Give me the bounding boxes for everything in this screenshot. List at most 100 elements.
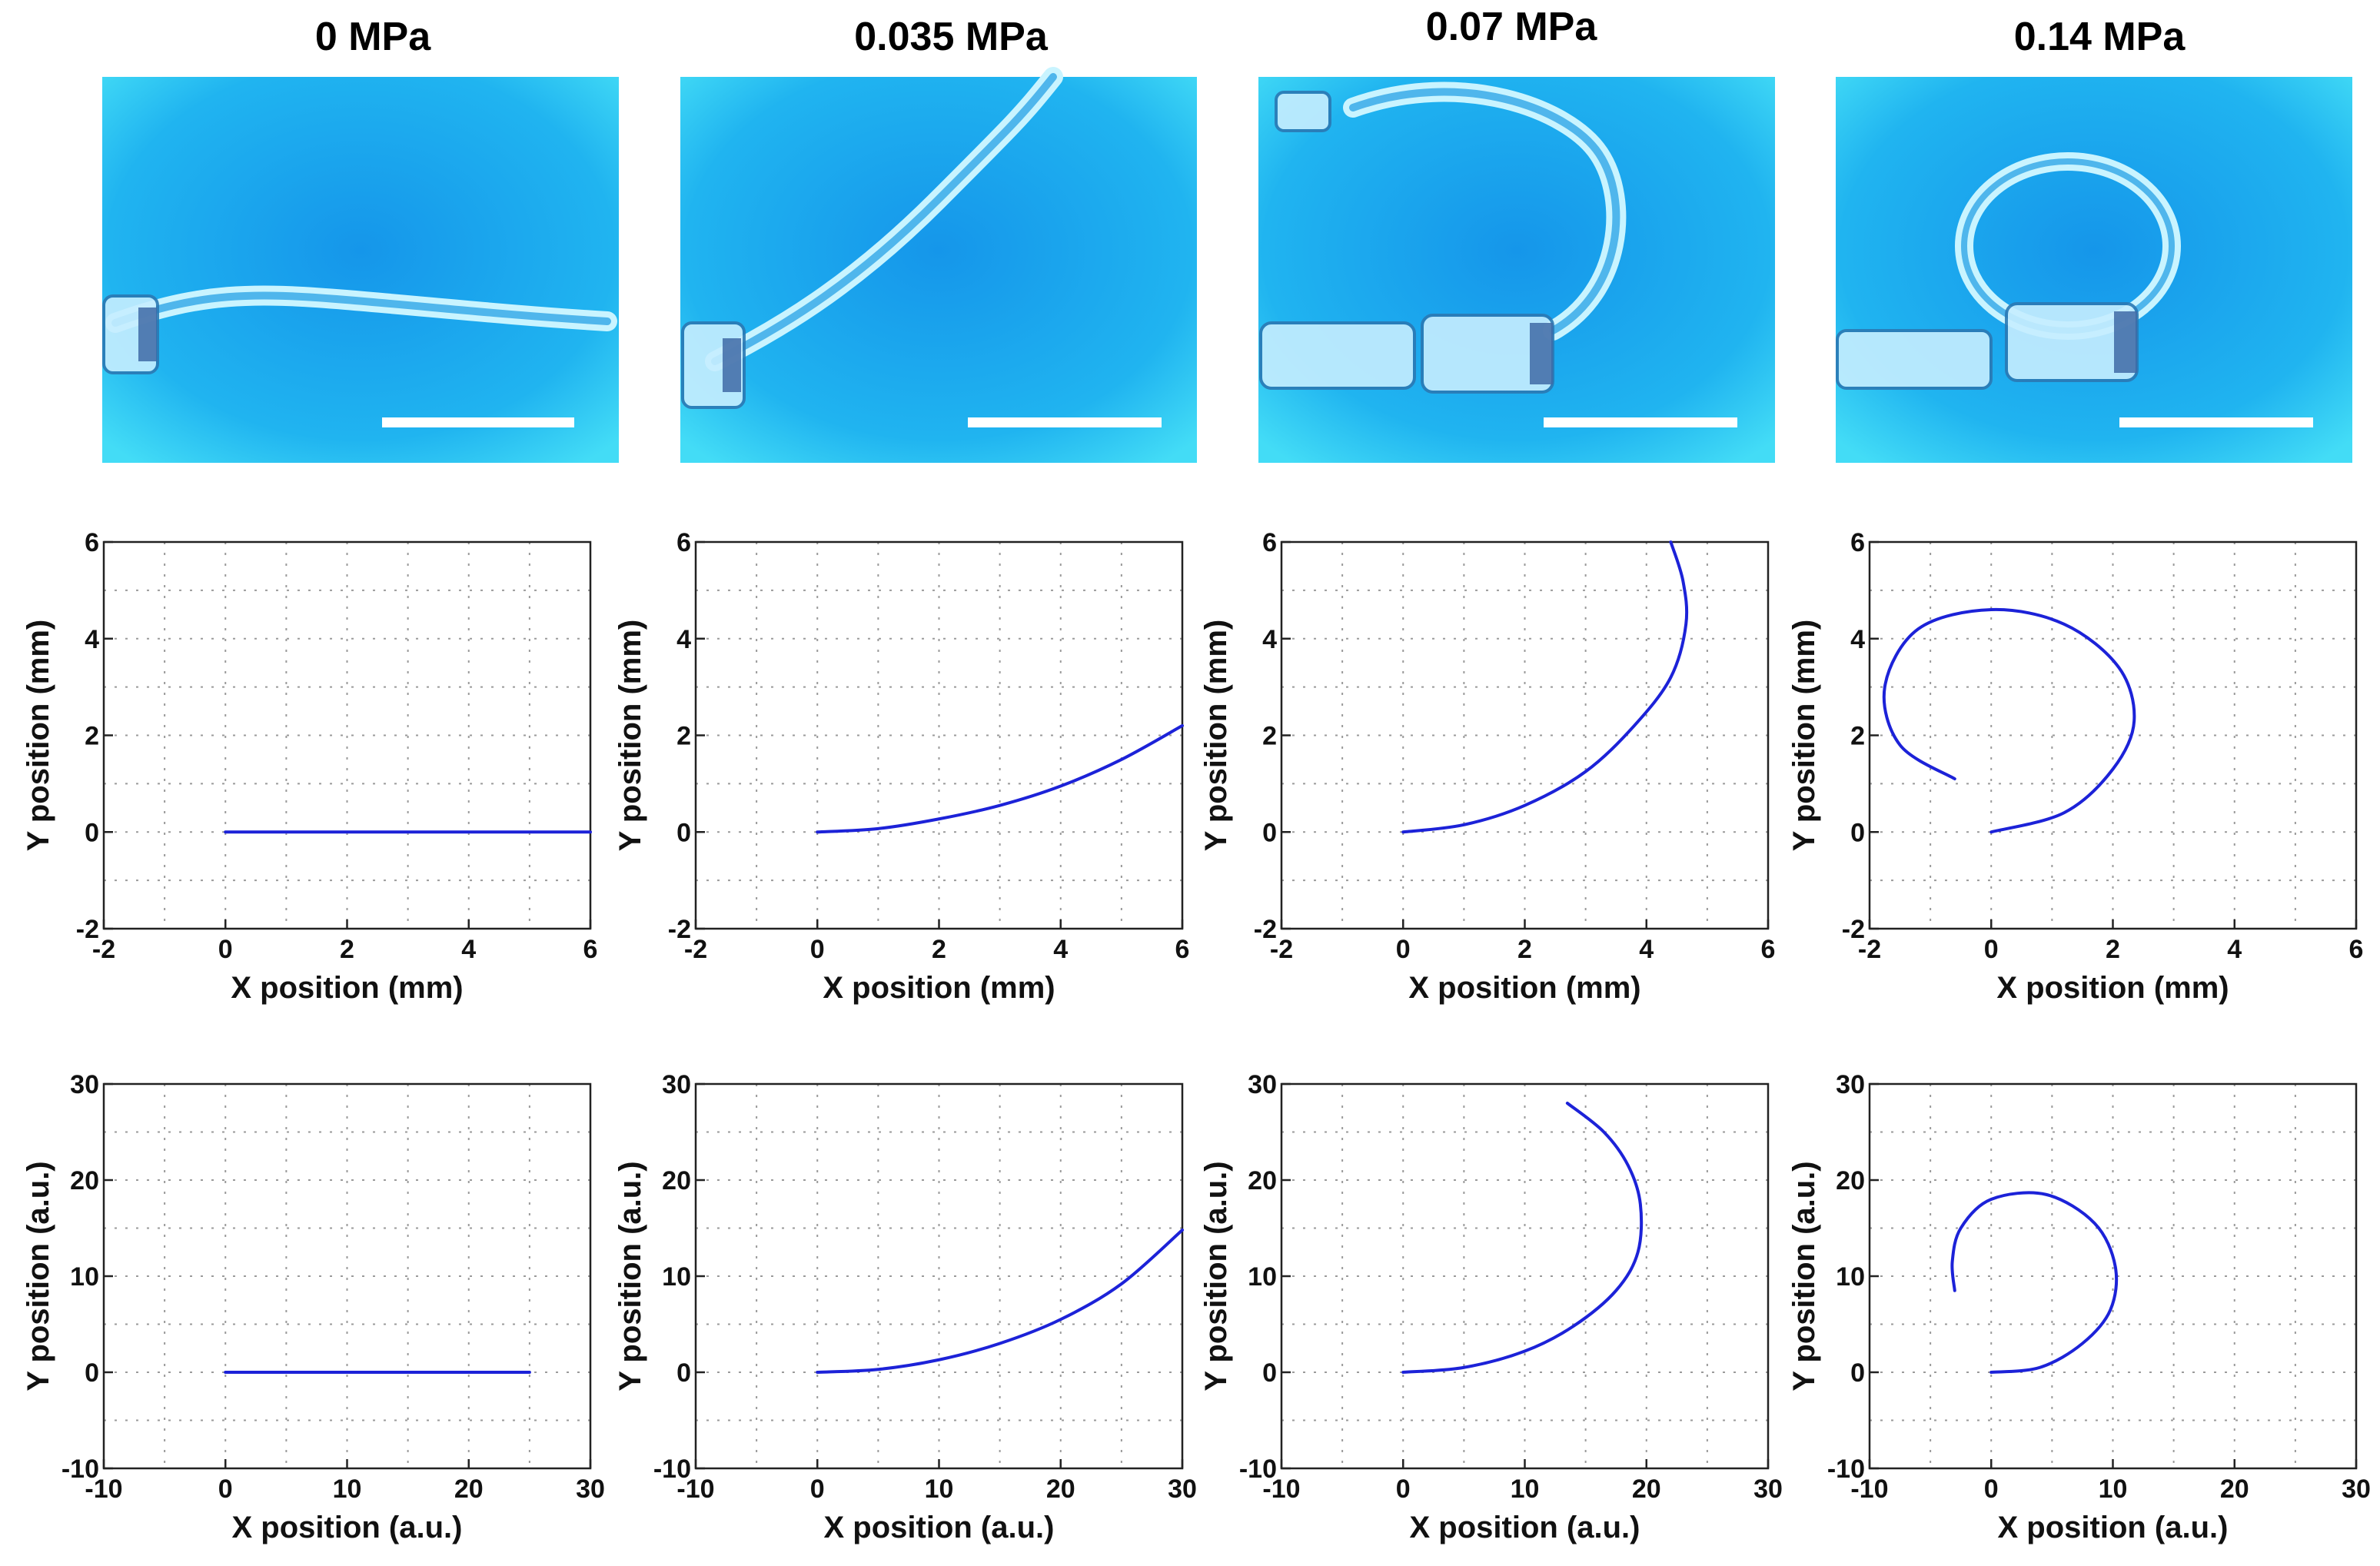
x-tick-label: 6 [1761, 935, 1776, 964]
y-tick-label: 30 [1836, 1070, 1865, 1099]
series-line [816, 723, 1184, 834]
y-tick-label: 20 [1248, 1166, 1277, 1195]
x-tick-label: 6 [583, 935, 598, 964]
y-tick-label: 30 [662, 1070, 691, 1099]
scale-bar-icon [2119, 417, 2313, 427]
x-tick-label: 10 [1511, 1475, 1540, 1504]
plot-experimental-3: -2 0 2 4 6 -2 0 2 4 6 X position (mm) Y position (m… [1787, 528, 2363, 1005]
series-line [1401, 540, 1689, 834]
x-tick-label: 30 [1168, 1475, 1197, 1504]
plot-experimental-0: -2 0 2 4 6 -2 0 2 4 6 X position (mm) Y position (m… [22, 528, 597, 1005]
y-tick-label: 0 [85, 818, 99, 847]
x-tick-label: 10 [333, 1475, 362, 1504]
x-axis-label: X position (mm) [1408, 971, 1640, 1005]
x-tick-label: -10 [1262, 1475, 1300, 1504]
x-tick-label: 4 [2227, 935, 2242, 964]
x-tick-label: 6 [1175, 935, 1190, 964]
plot-experimental-1: -2 0 2 4 6 -2 0 2 4 6 X position (mm) Y position (m… [613, 528, 1189, 1005]
x-tick-label: 20 [454, 1475, 484, 1504]
charts: -2 0 2 4 6 -2 0 2 4 6 X position (mm) Y position (m… [22, 528, 2371, 1544]
y-tick-label: -10 [1239, 1455, 1277, 1484]
photo-1 [680, 67, 1197, 463]
y-tick-label: 4 [676, 625, 691, 654]
x-axis-label: X position (mm) [823, 971, 1055, 1005]
plot-frame [102, 540, 592, 930]
y-tick-label: 6 [1850, 528, 1865, 557]
plot-frame [694, 1082, 1184, 1470]
photo-2 [1258, 77, 1775, 463]
x-axis-label: X position (a.u.) [824, 1511, 1055, 1544]
x-tick-label: 2 [932, 935, 946, 964]
y-tick-label: 6 [85, 528, 99, 557]
plot-experimental-2: -2 0 2 4 6 -2 0 2 4 6 X position (mm) Y position (m… [1199, 528, 1775, 1005]
x-tick-label: -2 [1270, 935, 1293, 964]
x-axis-label: X position (a.u.) [232, 1511, 463, 1544]
plot-model-0: -10 0 10 20 30 -10 0 10 20 30 X position (a.u.) Y p… [22, 1070, 605, 1544]
plot-model-1: -10 0 10 20 30 -10 0 10 20 30 X position (a.u.) Y p… [613, 1070, 1197, 1544]
x-axis-label: X position (mm) [1996, 971, 2229, 1005]
x-tick-label: 2 [1517, 935, 1532, 964]
y-tick-label: -10 [61, 1455, 99, 1484]
y-tick-label: 2 [85, 722, 99, 751]
y-tick-label: 6 [1262, 528, 1277, 557]
series-line [1401, 1102, 1644, 1374]
series-line [816, 1229, 1184, 1374]
y-tick-label: 0 [1850, 818, 1865, 847]
y-tick-label: 6 [676, 528, 691, 557]
y-axis-label: Y position (mm) [22, 620, 55, 851]
plot-frame [1868, 540, 2358, 930]
column-title-0: 0 MPa [315, 15, 431, 59]
x-axis-label: X position (mm) [231, 971, 463, 1005]
y-tick-label: -2 [76, 915, 99, 944]
scale-bar-icon [382, 417, 574, 427]
x-tick-label: 30 [576, 1475, 605, 1504]
x-tick-label: 20 [1632, 1475, 1661, 1504]
x-tick-label: 20 [1046, 1475, 1075, 1504]
x-tick-label: 10 [2099, 1475, 2128, 1504]
x-tick-label: 4 [1639, 935, 1654, 964]
y-tick-label: -2 [668, 915, 691, 944]
column-title-3: 0.14 MPa [2014, 15, 2186, 59]
y-tick-label: 10 [662, 1262, 691, 1292]
x-tick-label: 30 [2342, 1475, 2371, 1504]
scale-bar-icon [1544, 417, 1737, 427]
x-tick-label: 0 [1984, 935, 1999, 964]
y-axis-label: Y position (a.u.) [1787, 1161, 1821, 1391]
x-tick-label: 0 [1984, 1475, 1999, 1504]
y-tick-label: 4 [1262, 625, 1277, 654]
plot-frame [694, 540, 1184, 930]
x-tick-label: -10 [676, 1475, 714, 1504]
y-tick-label: 20 [70, 1166, 99, 1195]
x-tick-label: -10 [1850, 1475, 1888, 1504]
x-tick-label: 20 [2220, 1475, 2249, 1504]
y-axis-label: Y position (a.u.) [22, 1161, 55, 1391]
y-tick-label: 30 [70, 1070, 99, 1099]
y-axis-label: Y position (a.u.) [1199, 1161, 1233, 1391]
y-tick-label: 4 [1850, 625, 1865, 654]
x-tick-label: 2 [340, 935, 354, 964]
x-tick-label: -2 [92, 935, 115, 964]
y-tick-label: -10 [1827, 1455, 1865, 1484]
y-tick-label: -2 [1254, 915, 1277, 944]
plot-frame [1280, 540, 1770, 930]
x-tick-label: 10 [925, 1475, 954, 1504]
photo-3 [1836, 77, 2352, 463]
y-tick-label: -10 [653, 1455, 691, 1484]
y-tick-label: 10 [1836, 1262, 1865, 1292]
plot-model-2: -10 0 10 20 30 -10 0 10 20 30 X position (a.u.) Y p… [1199, 1070, 1783, 1544]
series-line [1950, 1191, 2119, 1374]
x-tick-label: 6 [2349, 935, 2364, 964]
y-tick-label: 0 [1850, 1358, 1865, 1388]
photo-0 [102, 77, 619, 463]
y-axis-label: Y position (mm) [613, 620, 647, 851]
x-tick-label: -2 [1858, 935, 1881, 964]
x-tick-label: 4 [1053, 935, 1068, 964]
x-tick-label: 0 [810, 935, 825, 964]
y-tick-label: 2 [1262, 722, 1277, 751]
y-axis-label: Y position (mm) [1199, 620, 1233, 851]
scale-bar-icon [968, 417, 1162, 427]
y-tick-label: 0 [1262, 818, 1277, 847]
y-tick-label: 2 [676, 722, 691, 751]
y-axis-label: Y position (mm) [1787, 620, 1821, 851]
